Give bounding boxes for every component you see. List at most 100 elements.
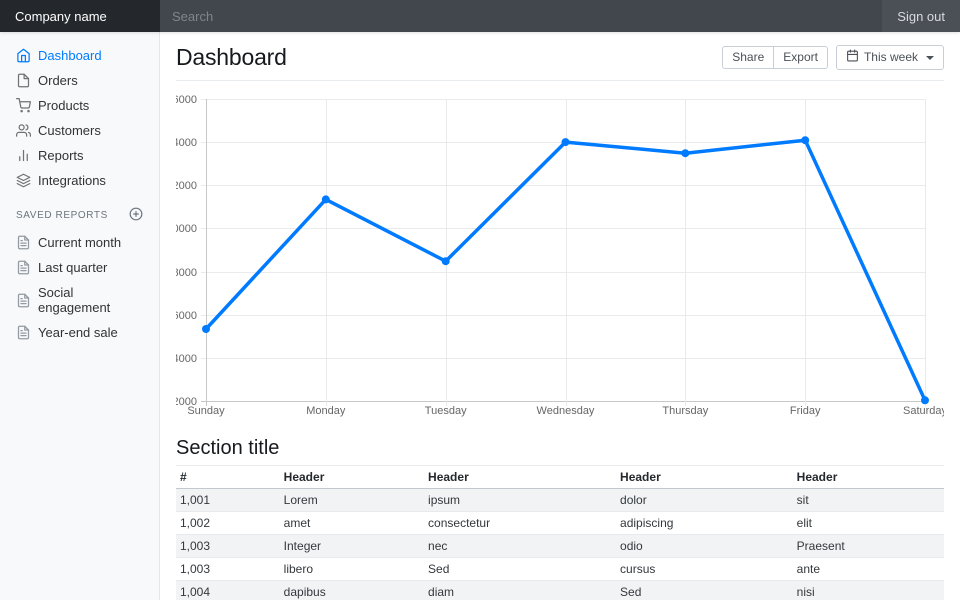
share-button[interactable]: Share [722, 46, 775, 69]
table-row: 1,003 Integer nec odio Praesent [176, 534, 944, 558]
saved-reports-heading-label: SAVED REPORTS [16, 210, 108, 221]
table-cell: dapibus [279, 580, 425, 600]
table-cell: elit [792, 511, 944, 535]
sign-out-link[interactable]: Sign out [882, 0, 960, 32]
svg-text:Thursday: Thursday [662, 405, 708, 417]
layers-icon [16, 173, 31, 188]
page-title: Dashboard [176, 44, 287, 70]
chart-container: 12000 14000 16000 18000 20000 22000 24000 26000… [176, 89, 944, 423]
table-cell: Lorem [279, 488, 425, 512]
column-header: Header [792, 465, 944, 489]
sidebar-item-integrations[interactable]: Integrations [0, 168, 159, 193]
page-header: Dashboard Share Export This week [176, 32, 944, 81]
period-label: This week [863, 50, 918, 64]
chevron-down-icon [926, 55, 934, 60]
table-row: 1,004 dapibus diam Sed nisi [176, 580, 944, 600]
table-row: 1,003 libero Sed cursus ante [176, 557, 944, 581]
saved-report-label: Last quarter [38, 260, 108, 275]
file-text-icon [17, 325, 30, 340]
saved-report-item-social-engagement[interactable]: Social engagement [0, 280, 159, 320]
saved-report-item-year-end-sale[interactable]: Year-end sale [0, 320, 159, 345]
sidebar: Dashboard Orders Products Customers Reports I… [0, 32, 160, 600]
share-export-group: Share Export [722, 46, 828, 69]
brand-link[interactable]: Company name [0, 0, 160, 32]
svg-text:20000: 20000 [176, 223, 197, 235]
table-cell: odio [616, 534, 793, 558]
saved-report-item-last-quarter[interactable]: Last quarter [0, 255, 159, 280]
saved-reports-nav: Current month Last quarter Social engageme… [0, 230, 159, 345]
saved-report-label: Social engagement [38, 285, 111, 315]
sales-line-chart: 12000 14000 16000 18000 20000 22000 24000 26000… [176, 94, 944, 417]
shopping-cart-icon [16, 98, 31, 113]
sidebar-item-label: Customers [38, 123, 101, 138]
table-cell: ipsum [424, 488, 617, 512]
table-cell: adipiscing [616, 511, 793, 535]
sidebar-item-label: Dashboard [38, 48, 102, 63]
svg-text:18000: 18000 [176, 267, 197, 279]
saved-report-item-current-month[interactable]: Current month [0, 230, 159, 255]
sidebar-nav: Dashboard Orders Products Customers Reports I… [0, 43, 159, 193]
table-cell: cursus [616, 557, 793, 581]
svg-text:12000: 12000 [176, 396, 197, 408]
main-content: Dashboard Share Export This week 12000 14… [160, 32, 960, 600]
sidebar-item-products[interactable]: Products [0, 93, 159, 118]
table-cell: libero [279, 557, 425, 581]
svg-text:22000: 22000 [176, 180, 197, 192]
table-cell: ante [792, 557, 944, 581]
sidebar-item-customers[interactable]: Customers [0, 118, 159, 143]
home-icon [17, 48, 30, 63]
table-cell: Integer [279, 534, 425, 558]
svg-text:14000: 14000 [176, 353, 197, 365]
table-cell: dolor [616, 488, 793, 512]
bar-chart-icon [19, 149, 28, 162]
svg-text:16000: 16000 [176, 310, 197, 322]
search-input[interactable] [160, 0, 883, 32]
svg-text:24000: 24000 [176, 137, 197, 149]
table-cell: nec [424, 534, 617, 558]
table-cell: 1,003 [176, 534, 280, 558]
svg-text:Sunday: Sunday [187, 405, 225, 417]
saved-reports-heading: SAVED REPORTS [0, 207, 159, 230]
table-cell: Sed [424, 557, 617, 581]
table-cell: Praesent [792, 534, 944, 558]
sidebar-item-label: Reports [38, 148, 84, 163]
table-row: 1,002 amet consectetur adipiscing elit [176, 511, 944, 535]
file-text-icon [17, 260, 30, 275]
plus-circle-icon[interactable] [129, 207, 143, 221]
column-header: Header [279, 465, 425, 489]
toolbar: Share Export This week [722, 45, 944, 70]
data-table: # Header Header Header Header 1,001 Lorem ipsu… [176, 465, 944, 600]
sidebar-item-orders[interactable]: Orders [0, 68, 159, 93]
table-header-row: # Header Header Header Header [176, 465, 944, 489]
sidebar-item-label: Integrations [38, 173, 106, 188]
table-cell: sit [792, 488, 944, 512]
table-cell: 1,003 [176, 557, 280, 581]
svg-text:Tuesday: Tuesday [425, 405, 467, 417]
table-cell: nisi [792, 580, 944, 600]
sidebar-item-dashboard[interactable]: Dashboard [0, 43, 159, 68]
file-text-icon [17, 293, 30, 307]
svg-text:26000: 26000 [176, 94, 197, 106]
table-cell: amet [279, 511, 425, 535]
file-icon [17, 73, 30, 88]
svg-text:Monday: Monday [306, 405, 346, 417]
table-row: 1,001 Lorem ipsum dolor sit [176, 488, 944, 512]
users-icon [16, 124, 31, 137]
file-text-icon [17, 235, 30, 250]
svg-text:Saturday: Saturday [903, 405, 944, 417]
period-dropdown-button[interactable]: This week [835, 45, 944, 70]
section-title: Section title [176, 437, 280, 459]
column-header: Header [616, 465, 793, 489]
top-navbar: Company name Sign out [0, 0, 960, 32]
column-header: Header [424, 465, 617, 489]
table-cell: consectetur [424, 511, 617, 535]
add-report-slot [129, 207, 143, 224]
table-cell: Sed [616, 580, 793, 600]
export-button[interactable]: Export [773, 46, 828, 69]
saved-report-label: Current month [38, 235, 122, 250]
table-cell: 1,004 [176, 580, 280, 600]
sidebar-item-label: Orders [38, 73, 78, 88]
sidebar-item-reports[interactable]: Reports [0, 143, 159, 168]
svg-text:Friday: Friday [790, 405, 821, 417]
column-header: # [176, 465, 280, 489]
